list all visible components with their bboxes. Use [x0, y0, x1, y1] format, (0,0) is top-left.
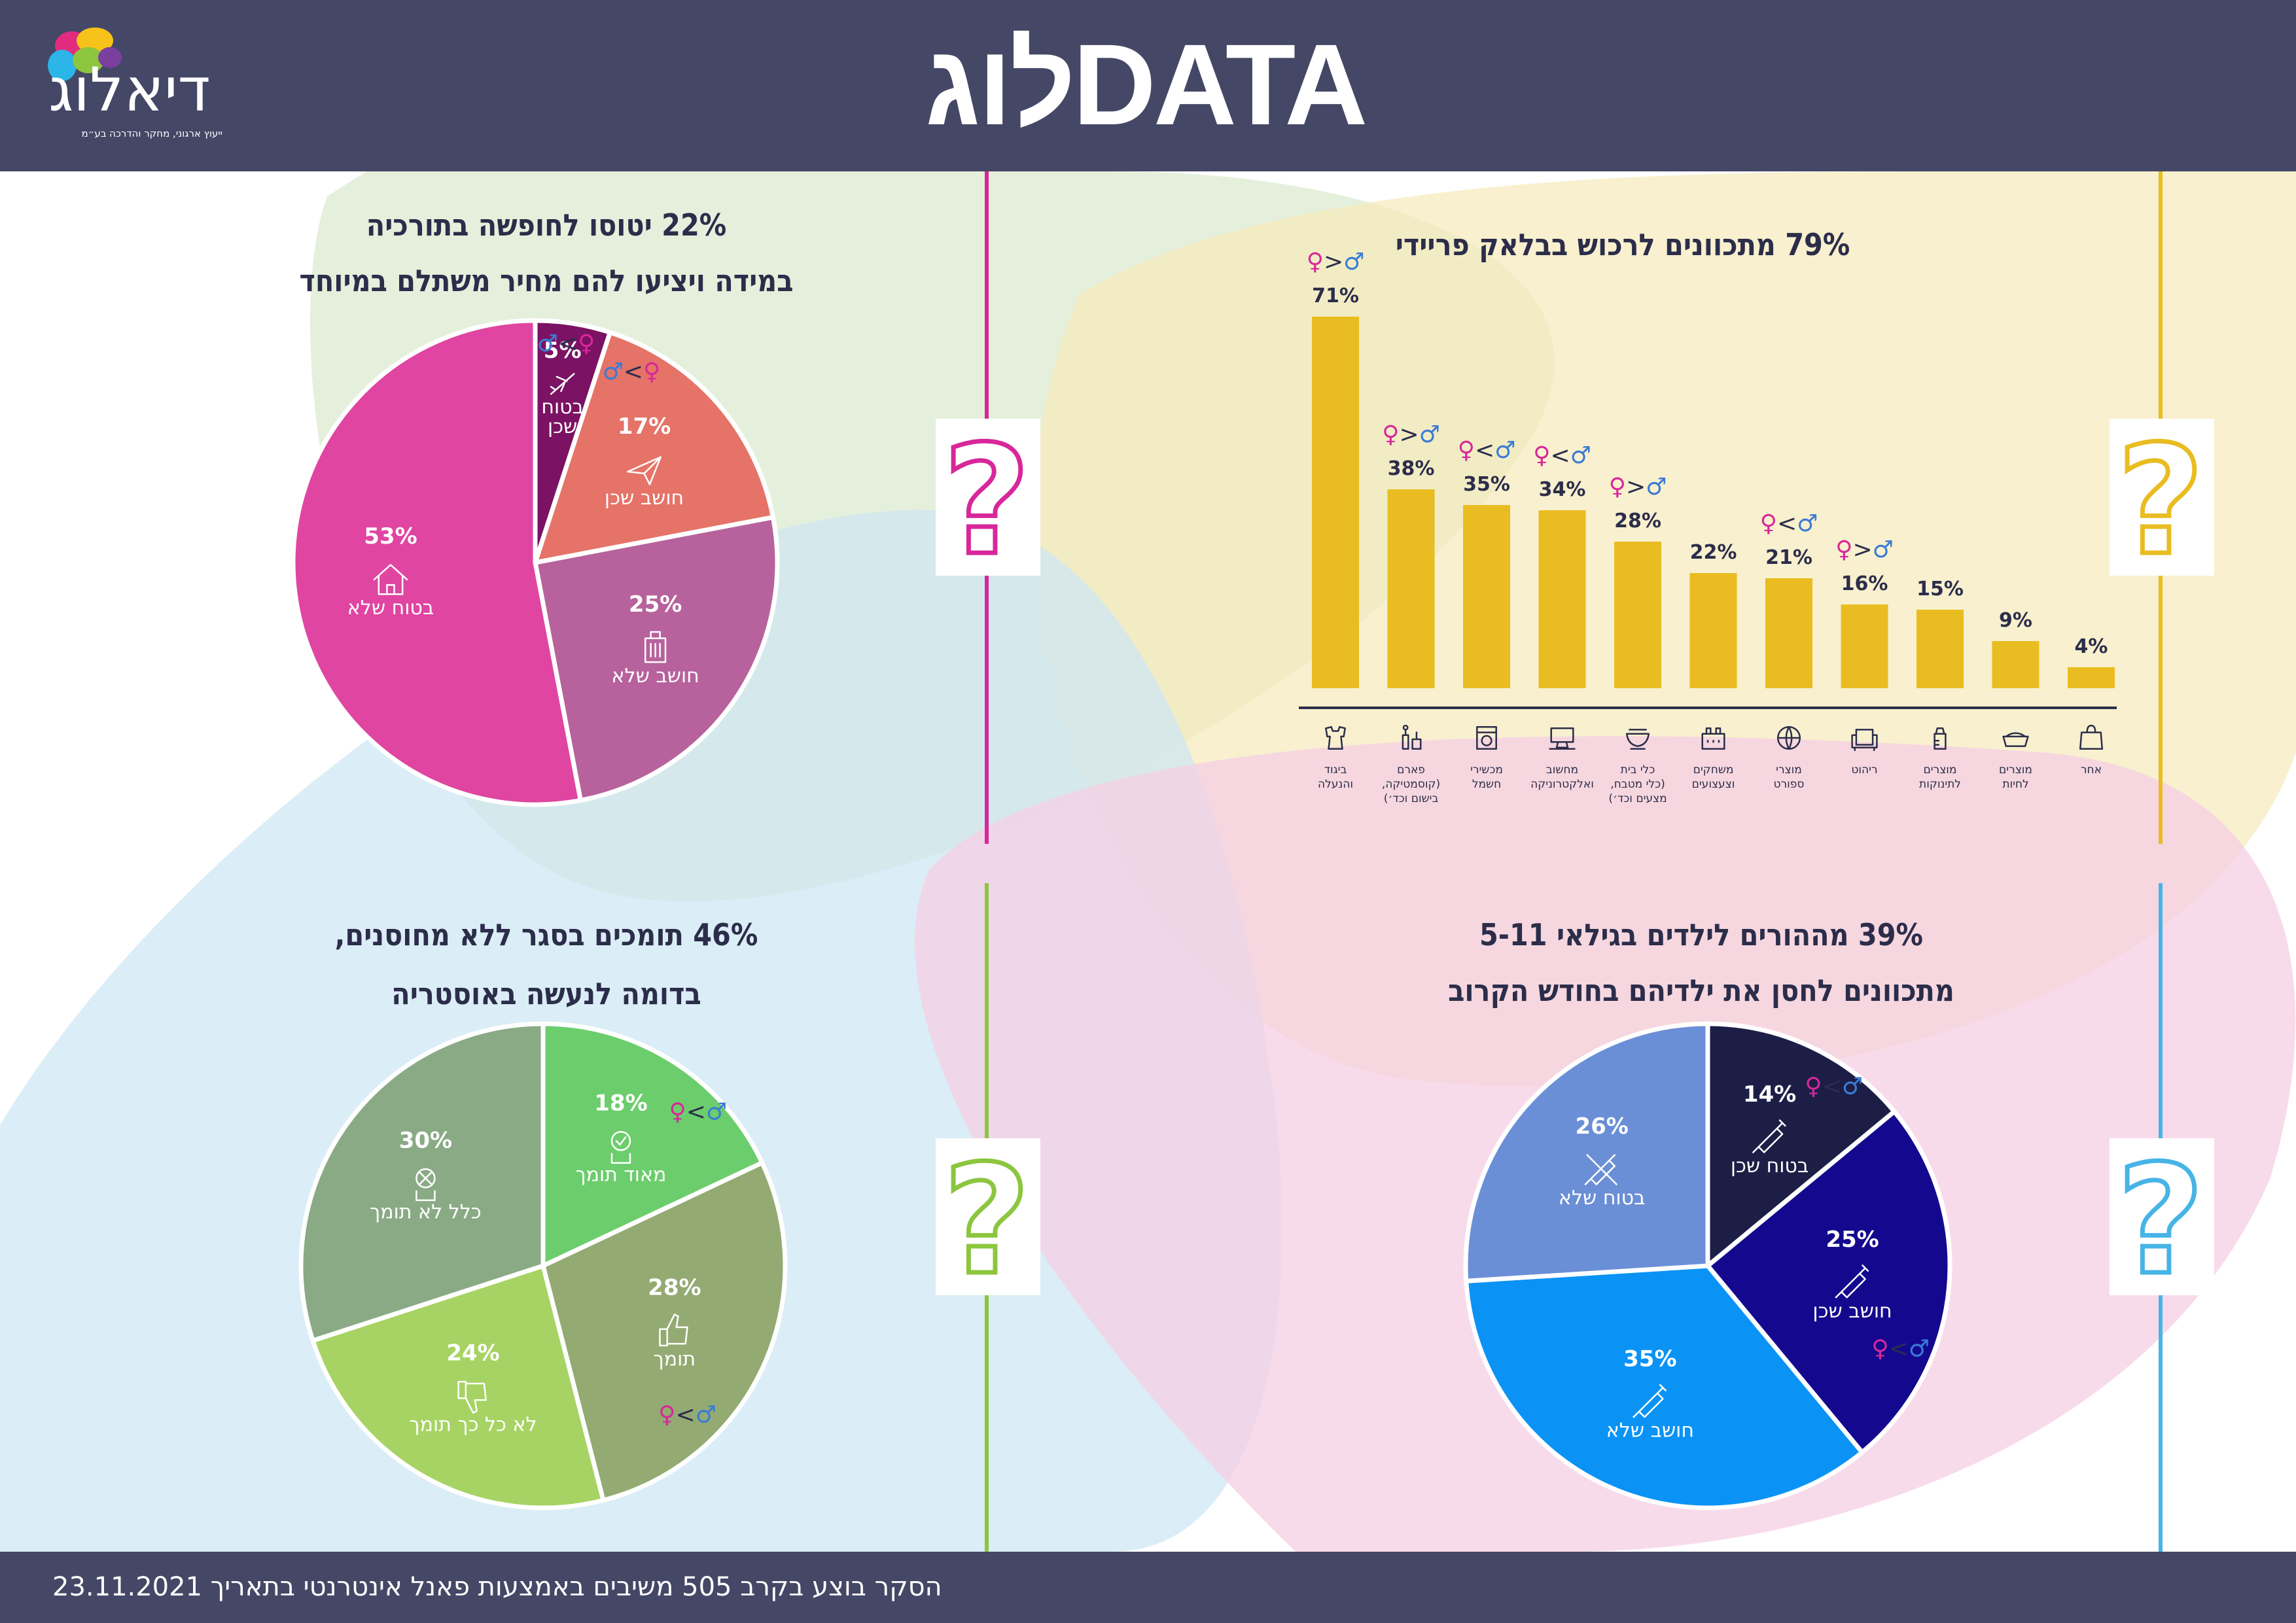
header-bar — [0, 0, 2296, 171]
turkey-title-line2: במידה ויציעו להם מחיר משתלם במיוחד — [299, 263, 794, 298]
black-friday-title: 79% מתכוונים לרכוש בבלאק פריידי — [1395, 227, 1850, 262]
logo — [26, 20, 222, 157]
footer-note: הסקר בוצע בקרב 505 משיבים באמצעות פאנל א… — [52, 1572, 942, 1602]
question-mark-icon: ? — [943, 1134, 1030, 1308]
logo-text: דיאלוג — [48, 55, 211, 125]
logo-mark-icon — [48, 27, 122, 81]
vaccine-title-line1: 39% מההורים לילדים בגילאי 5-11 — [1479, 917, 1923, 952]
qmark-bg-3 — [936, 1138, 1040, 1295]
logo-tagline: ייעוץ ארגוני, מחקר והדרכה בע״מ — [81, 128, 222, 139]
lockdown-title-line1: 46% תומכים בסגר ללא מחוסנים, — [334, 917, 758, 952]
question-mark-icon: ? — [2117, 414, 2204, 589]
vaccine-title-line2: מתכוונים לחסן את ילדיהם בחודש הקרוב — [1448, 973, 1954, 1008]
qmark-bg-4 — [2110, 1138, 2214, 1295]
page-title: DATAלוג — [925, 21, 1368, 149]
question-mark-icon: ? — [943, 414, 1030, 589]
turkey-title-line1: 22% יטוסו לחופשה בתורכיה — [366, 207, 727, 243]
footer-bar — [0, 1552, 2296, 1623]
qmark-bg-2 — [2110, 419, 2214, 576]
qmark-bg-1 — [936, 419, 1040, 576]
question-mark-icon: ? — [2117, 1134, 2204, 1308]
lockdown-title-line2: בדומה לנעשה באוסטריה — [391, 976, 701, 1011]
